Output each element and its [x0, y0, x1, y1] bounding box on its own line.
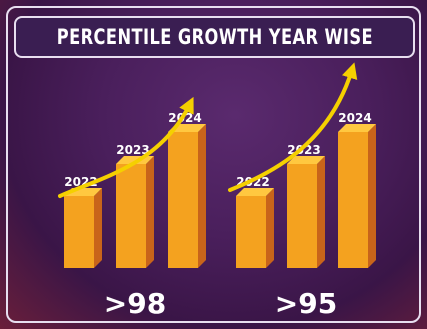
bar	[338, 132, 368, 268]
bar	[287, 164, 317, 268]
growth-arrow	[228, 62, 358, 192]
bar-top	[236, 188, 274, 196]
bar-side	[198, 124, 206, 268]
chart-title: PERCENTILE GROWTH YEAR WISE	[56, 25, 373, 49]
bar-side	[94, 188, 102, 268]
bar-side	[146, 156, 154, 268]
group-label: >98	[104, 287, 166, 320]
bar-side	[368, 124, 376, 268]
bar-side	[317, 156, 325, 268]
growth-arrow	[58, 96, 194, 198]
bar-year-label: 2024	[338, 111, 371, 125]
bar	[236, 196, 266, 268]
bar-side	[266, 188, 274, 268]
bar	[168, 132, 198, 268]
title-bar: PERCENTILE GROWTH YEAR WISE	[14, 16, 415, 58]
bar-year-label: 2023	[116, 143, 149, 157]
group-label: >95	[275, 287, 337, 320]
bar	[116, 164, 146, 268]
bar-top	[287, 156, 325, 164]
bar-top	[338, 124, 376, 132]
bar	[64, 196, 94, 268]
